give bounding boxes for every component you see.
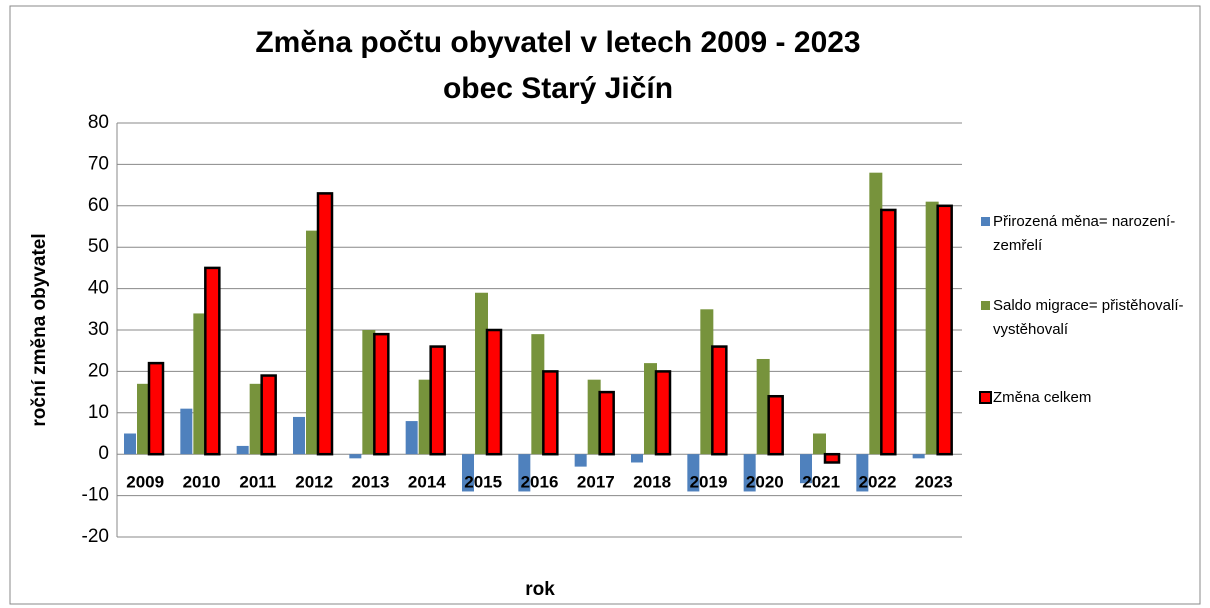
bar (236, 445, 249, 455)
chart-title: Změna počtu obyvatel v letech 2009 - 202… (255, 26, 860, 59)
y-tick-label: 60 (88, 195, 109, 216)
bar (700, 309, 714, 455)
bar (316, 192, 334, 456)
bar (180, 408, 193, 455)
legend-entry: Změna celkem (979, 386, 1208, 410)
x-tick-label: 2012 (295, 472, 333, 491)
bar (349, 454, 362, 459)
bar (124, 433, 136, 455)
y-tick-label: 30 (88, 319, 109, 340)
bar (373, 332, 390, 456)
bar (925, 201, 939, 455)
bar (687, 454, 700, 492)
x-tick-label: 2019 (690, 472, 728, 491)
bar (475, 292, 488, 455)
bar (813, 433, 826, 455)
x-tick-label: 2023 (915, 472, 953, 491)
x-tick-label: 2022 (859, 472, 897, 491)
bar (869, 172, 883, 455)
legend-swatch (981, 301, 990, 310)
bar (880, 208, 897, 456)
bar (485, 328, 503, 456)
y-tick-label: 40 (88, 278, 109, 299)
x-tick-label: 2010 (183, 472, 221, 491)
x-tick-label: 2020 (746, 472, 784, 491)
y-tick-label: 0 (98, 443, 109, 464)
x-tick-label: 2017 (577, 472, 615, 491)
bar (800, 454, 812, 484)
bar (260, 374, 277, 456)
bar (912, 454, 925, 459)
bar (631, 454, 643, 463)
bar (204, 266, 221, 456)
bar (856, 454, 869, 492)
bar (531, 334, 545, 455)
x-tick-label: 2021 (802, 472, 840, 491)
legend-swatch (979, 391, 992, 404)
x-tick-label: 2015 (464, 472, 502, 491)
bar (542, 370, 559, 456)
x-tick-label: 2018 (633, 472, 671, 491)
bar (418, 379, 432, 455)
bar (429, 345, 446, 456)
legend-entry: Přirozená měna= narození-zemřelí (981, 210, 1208, 258)
bar (518, 454, 531, 492)
legend-label: Změna celkem (993, 389, 1092, 406)
y-tick-label: -10 (82, 485, 109, 506)
bar (193, 313, 207, 455)
bar (644, 363, 657, 455)
y-tick-label: 20 (88, 360, 109, 381)
x-tick-label: 2014 (408, 472, 446, 491)
bar (405, 421, 418, 455)
bar (137, 383, 150, 455)
bar (306, 230, 319, 455)
x-tick-label: 2009 (126, 472, 164, 491)
bar (936, 204, 953, 456)
x-tick-label: 2013 (352, 472, 390, 491)
bar (147, 361, 165, 456)
bar (743, 454, 756, 492)
bar (711, 345, 728, 456)
x-tick-label: 2016 (521, 472, 559, 491)
legend-label: Saldo migrace= přistěhovalí-vystěhovalí (993, 297, 1184, 338)
chart-subtitle: obec Starý Jičín (443, 72, 673, 105)
bar (823, 452, 841, 464)
y-tick-label: 70 (88, 153, 109, 174)
bar (767, 394, 784, 456)
x-tick-label: 2011 (239, 472, 276, 491)
y-tick-label: 80 (88, 112, 109, 133)
x-axis-label: rok (525, 579, 555, 600)
y-tick-label: -20 (82, 526, 109, 547)
bar (654, 370, 672, 456)
legend-swatch (981, 217, 990, 226)
bar (249, 383, 263, 455)
y-tick-label: 50 (88, 236, 109, 257)
bar (462, 454, 474, 492)
bar (293, 416, 305, 455)
y-tick-label: 10 (88, 402, 109, 423)
bar (574, 454, 587, 467)
bar (587, 379, 601, 455)
bar (756, 358, 770, 455)
y-axis-label: roční změna obyvatel (29, 233, 50, 426)
legend-entry: Saldo migrace= přistěhovalí-vystěhovalí (981, 294, 1208, 342)
bar (362, 330, 376, 455)
bar (598, 390, 615, 456)
legend-label: Přirozená měna= narození-zemřelí (993, 213, 1176, 254)
